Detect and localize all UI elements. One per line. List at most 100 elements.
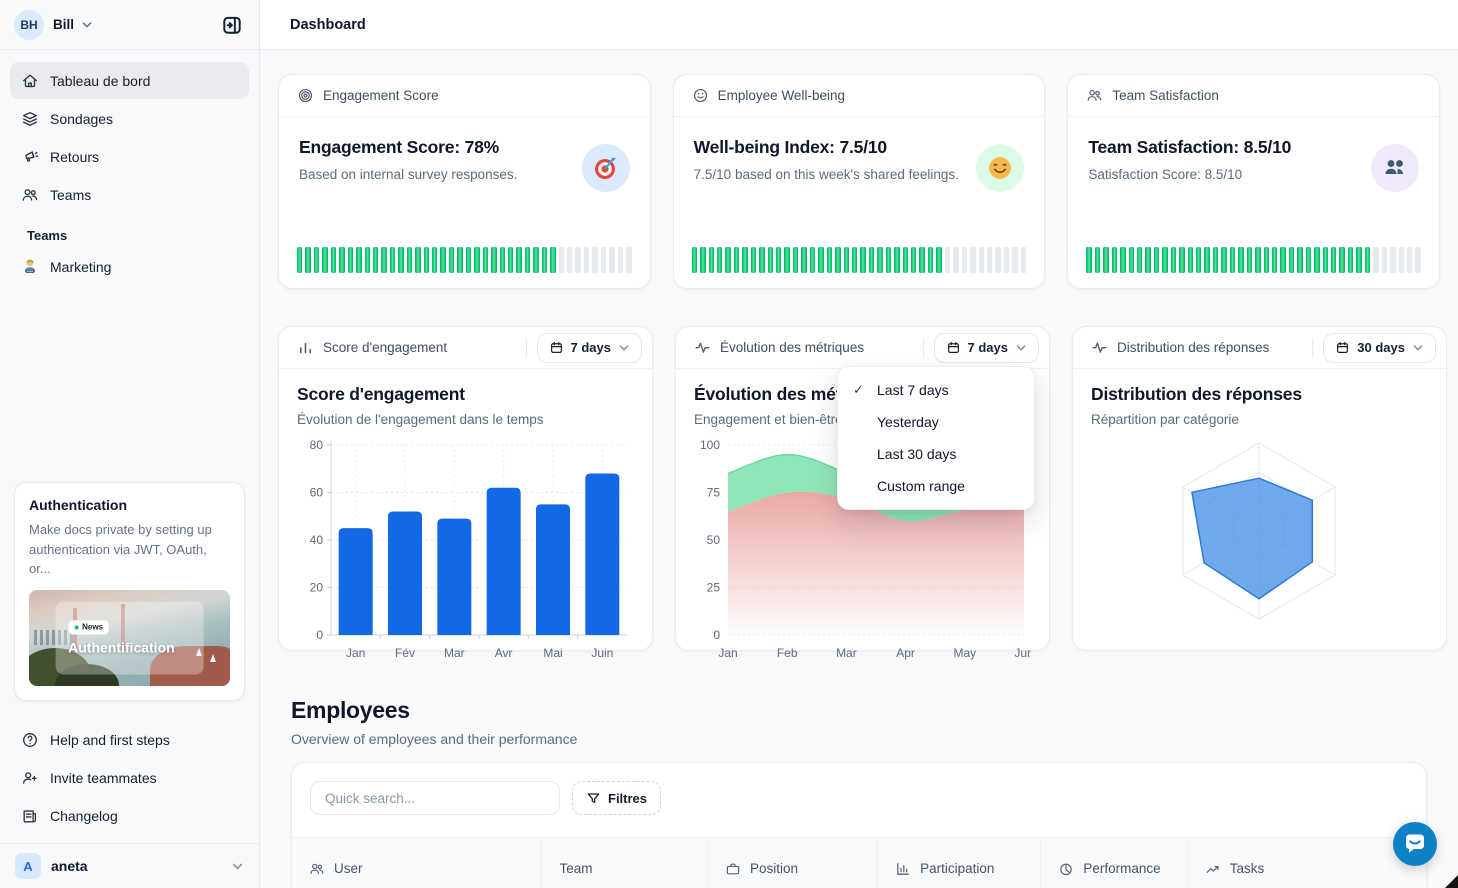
promo-description: Make docs private by setting up authenti… [29,521,212,577]
progress-segment [372,247,379,273]
progress-segment [381,247,387,273]
sidebar-nav: Tableau de bord Sondages Retours Teams T… [0,50,259,286]
sidebar-collapse-button[interactable] [217,10,247,40]
sidebar-item-teams[interactable]: Teams [10,176,249,213]
search-input[interactable] [310,781,560,815]
sidebar-item-retours[interactable]: Retours [10,138,249,175]
target-icon [298,88,313,103]
stat-title: Engagement Score: 78% [299,137,500,157]
chevron-down-icon [619,344,629,351]
range-select-button[interactable]: 30 days [1323,332,1436,363]
progress-segment [835,247,841,273]
stat-subtitle: Satisfaction Score: 8.5/10 [1088,167,1243,182]
avatar[interactable]: BH [14,9,44,40]
chart-card-metrics-evolution: Évolution des métriques 7 days Évolution… [675,326,1050,660]
progress-segment [961,247,968,273]
progress-segment [398,247,404,273]
svg-text:75: 75 [707,486,721,500]
range-select-button[interactable]: 7 days [536,332,642,363]
header-controls: 7 days [922,332,1039,363]
progress-segment [1204,247,1210,273]
progress-segment [524,247,531,273]
skyline-art [34,630,74,645]
activity-icon [1092,342,1107,353]
menu-item-last-30-days[interactable]: Last 30 days [838,438,1034,470]
range-select-button-open[interactable]: 7 days [933,332,1039,363]
sidebar-item-label: Teams [50,186,92,203]
progress-segment [1212,247,1219,273]
progress-segment [894,247,900,273]
svg-text:Fév: Fév [395,646,415,660]
card-header-label: Score d'engagement [323,340,448,355]
progress-segment [1331,247,1337,273]
progress-segment [415,247,421,273]
cliff-art [150,646,230,686]
progress-segment [759,247,765,273]
progress-segment [448,247,455,273]
column-header-performance[interactable]: Performance [1040,838,1186,888]
progress-segment [801,247,807,273]
calendar-icon [550,341,562,353]
menu-item-yesterday[interactable]: Yesterday [838,406,1034,438]
employees-table-card: Filtres User Team Position [291,762,1427,888]
svg-text:Mai: Mai [543,646,562,660]
progress-segment [1288,247,1295,273]
progress-segment [885,247,892,273]
menu-item-label: Last 30 days [877,446,957,462]
card-header-label: Employee Well-being [717,88,845,103]
chevron-down-icon [1016,344,1026,351]
filters-button[interactable]: Filtres [572,781,662,815]
sidebar-item-changelog[interactable]: Changelog [10,797,249,834]
promo-card-authentication[interactable]: Authentication Make docs private by sett… [14,481,245,701]
svg-text:Juin: Juin [591,646,613,660]
menu-item-last-7-days[interactable]: ✓ Last 7 days [838,374,1034,406]
progress-segment [1128,247,1134,273]
progress-segment [1103,247,1109,273]
progress-segment [507,247,514,273]
column-header-position[interactable]: Position [707,838,877,888]
progress-segment [1012,247,1018,273]
progress-segment [457,247,463,273]
activity-icon [695,342,710,353]
column-header-tasks[interactable]: Tasks [1186,838,1426,888]
progress-segment [970,247,976,273]
column-header-team[interactable]: Team [541,838,707,888]
sidebar-item-help[interactable]: Help and first steps [10,721,249,758]
user-menu-trigger[interactable]: Bill [53,17,93,32]
chat-launcher-button[interactable] [1393,822,1437,866]
bar-chart-icon [300,342,311,354]
progress-segment [1356,247,1362,273]
column-header-participation[interactable]: Participation [877,838,1040,888]
progress-segment [356,247,362,273]
sidebar-item-label: Retours [50,148,100,165]
workspace-switcher[interactable]: A aneta [0,843,259,888]
sidebar-footer-nav: Help and first steps Invite teammates Ch… [0,717,259,843]
bar-Mar [437,518,472,635]
chart-card-header: Distribution des réponses 30 days [1073,327,1446,369]
stat-title: Team Satisfaction: 8.5/10 [1088,137,1292,157]
chevron-down-icon [232,863,243,869]
menu-item-custom-range[interactable]: Custom range [838,470,1034,502]
sidebar-item-tableau-de-bord[interactable]: Tableau de bord [10,62,249,99]
radar-data-polygon [1191,477,1314,600]
satisfaction-progress-bar [1086,247,1421,273]
progress-segment [1406,247,1413,273]
technologist-emoji [25,259,35,273]
chevron-down-icon [82,21,92,27]
sidebar-item-invite[interactable]: Invite teammates [10,759,249,796]
progress-segment [1398,247,1404,273]
column-header-user[interactable]: User [292,838,541,888]
sidebar-item-marketing[interactable]: Marketing [10,248,249,285]
svg-text:0: 0 [713,628,720,642]
sidebar-item-sondages[interactable]: Sondages [10,100,249,137]
menu-item-label: Yesterday [877,414,939,430]
chat-bubble-icon [1393,822,1437,866]
chart-subtitle: Engagement et bien-être [694,412,843,427]
sailboat-art [210,654,216,662]
svg-text:20: 20 [310,581,324,595]
progress-segment [860,247,866,273]
users-icon [1087,89,1102,101]
progress-segment [474,247,480,273]
chart-title: Distribution des réponses [1091,384,1302,404]
progress-segment [1314,247,1320,273]
